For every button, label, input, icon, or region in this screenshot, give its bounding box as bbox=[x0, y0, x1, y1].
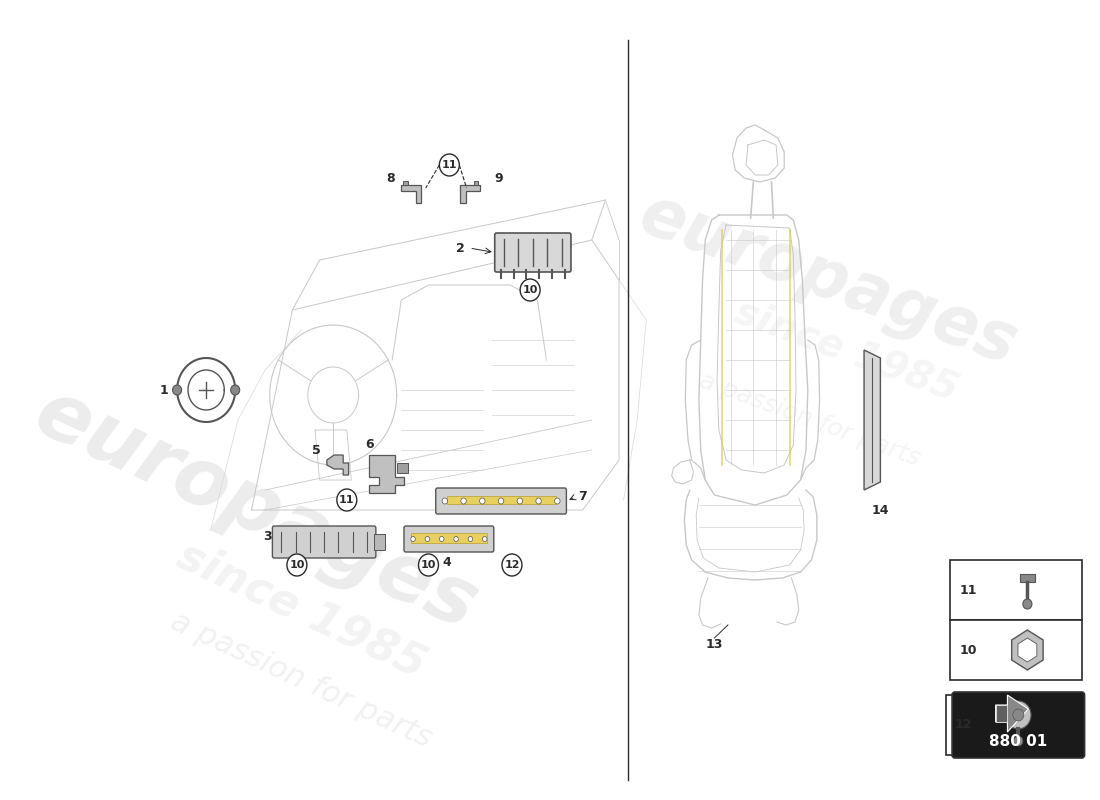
Text: 7: 7 bbox=[579, 490, 587, 503]
Circle shape bbox=[337, 489, 356, 511]
Circle shape bbox=[454, 537, 459, 542]
FancyBboxPatch shape bbox=[436, 488, 566, 514]
Polygon shape bbox=[1018, 638, 1037, 662]
Text: 12: 12 bbox=[504, 560, 519, 570]
Polygon shape bbox=[996, 705, 1008, 722]
Bar bbox=[411, 533, 486, 543]
Bar bbox=[474, 181, 478, 185]
Text: 11: 11 bbox=[959, 583, 977, 597]
Text: 5: 5 bbox=[311, 443, 320, 457]
Text: 2: 2 bbox=[455, 242, 464, 254]
Circle shape bbox=[554, 498, 560, 504]
Text: 10: 10 bbox=[421, 560, 437, 570]
Text: 4: 4 bbox=[442, 555, 451, 569]
FancyBboxPatch shape bbox=[273, 526, 376, 558]
Polygon shape bbox=[402, 185, 421, 203]
Text: a passion for parts: a passion for parts bbox=[696, 369, 923, 471]
Text: 6: 6 bbox=[365, 438, 374, 451]
Polygon shape bbox=[996, 695, 1028, 732]
Circle shape bbox=[461, 498, 466, 504]
Bar bbox=[374, 534, 385, 550]
Circle shape bbox=[1014, 736, 1023, 746]
FancyBboxPatch shape bbox=[953, 692, 1085, 758]
Circle shape bbox=[536, 498, 541, 504]
Text: a passion for parts: a passion for parts bbox=[166, 606, 437, 754]
Circle shape bbox=[469, 537, 473, 542]
Polygon shape bbox=[1012, 630, 1043, 670]
Text: 13: 13 bbox=[705, 638, 723, 651]
Text: 880 01: 880 01 bbox=[989, 734, 1047, 749]
Circle shape bbox=[173, 385, 182, 395]
Text: europages: europages bbox=[22, 374, 490, 646]
Polygon shape bbox=[865, 350, 880, 490]
Text: 10: 10 bbox=[522, 285, 538, 295]
Polygon shape bbox=[460, 185, 481, 203]
Circle shape bbox=[287, 554, 307, 576]
Text: 10: 10 bbox=[959, 643, 977, 657]
Circle shape bbox=[1013, 709, 1024, 721]
Circle shape bbox=[480, 498, 485, 504]
Circle shape bbox=[502, 554, 521, 576]
Text: 8: 8 bbox=[386, 171, 395, 185]
Circle shape bbox=[1023, 599, 1032, 609]
Circle shape bbox=[520, 279, 540, 301]
Text: since 1985: since 1985 bbox=[170, 534, 432, 686]
Polygon shape bbox=[327, 455, 349, 475]
Text: europages: europages bbox=[630, 181, 1025, 379]
Text: since 1985: since 1985 bbox=[729, 292, 962, 408]
Text: 10: 10 bbox=[289, 560, 305, 570]
Bar bbox=[447, 496, 556, 504]
Bar bbox=[950, 620, 1082, 680]
Bar bbox=[403, 181, 408, 185]
Text: 9: 9 bbox=[494, 171, 503, 185]
Text: 11: 11 bbox=[339, 495, 354, 505]
Circle shape bbox=[418, 554, 439, 576]
FancyBboxPatch shape bbox=[495, 233, 571, 272]
Text: 11: 11 bbox=[441, 160, 458, 170]
Circle shape bbox=[231, 385, 240, 395]
Text: 14: 14 bbox=[871, 503, 889, 517]
Circle shape bbox=[442, 498, 448, 504]
Text: 1: 1 bbox=[160, 383, 168, 397]
Circle shape bbox=[498, 498, 504, 504]
Bar bbox=[1020, 574, 1035, 582]
Bar bbox=[950, 560, 1082, 620]
Circle shape bbox=[425, 537, 430, 542]
Bar bbox=[946, 695, 1064, 755]
Circle shape bbox=[440, 537, 444, 542]
Text: 12: 12 bbox=[955, 718, 972, 731]
Circle shape bbox=[439, 154, 460, 176]
Circle shape bbox=[1005, 701, 1031, 729]
Bar bbox=[397, 463, 408, 473]
Circle shape bbox=[483, 537, 487, 542]
FancyBboxPatch shape bbox=[404, 526, 494, 552]
Circle shape bbox=[517, 498, 522, 504]
Polygon shape bbox=[370, 455, 404, 493]
Text: 3: 3 bbox=[264, 530, 272, 542]
Circle shape bbox=[410, 537, 416, 542]
